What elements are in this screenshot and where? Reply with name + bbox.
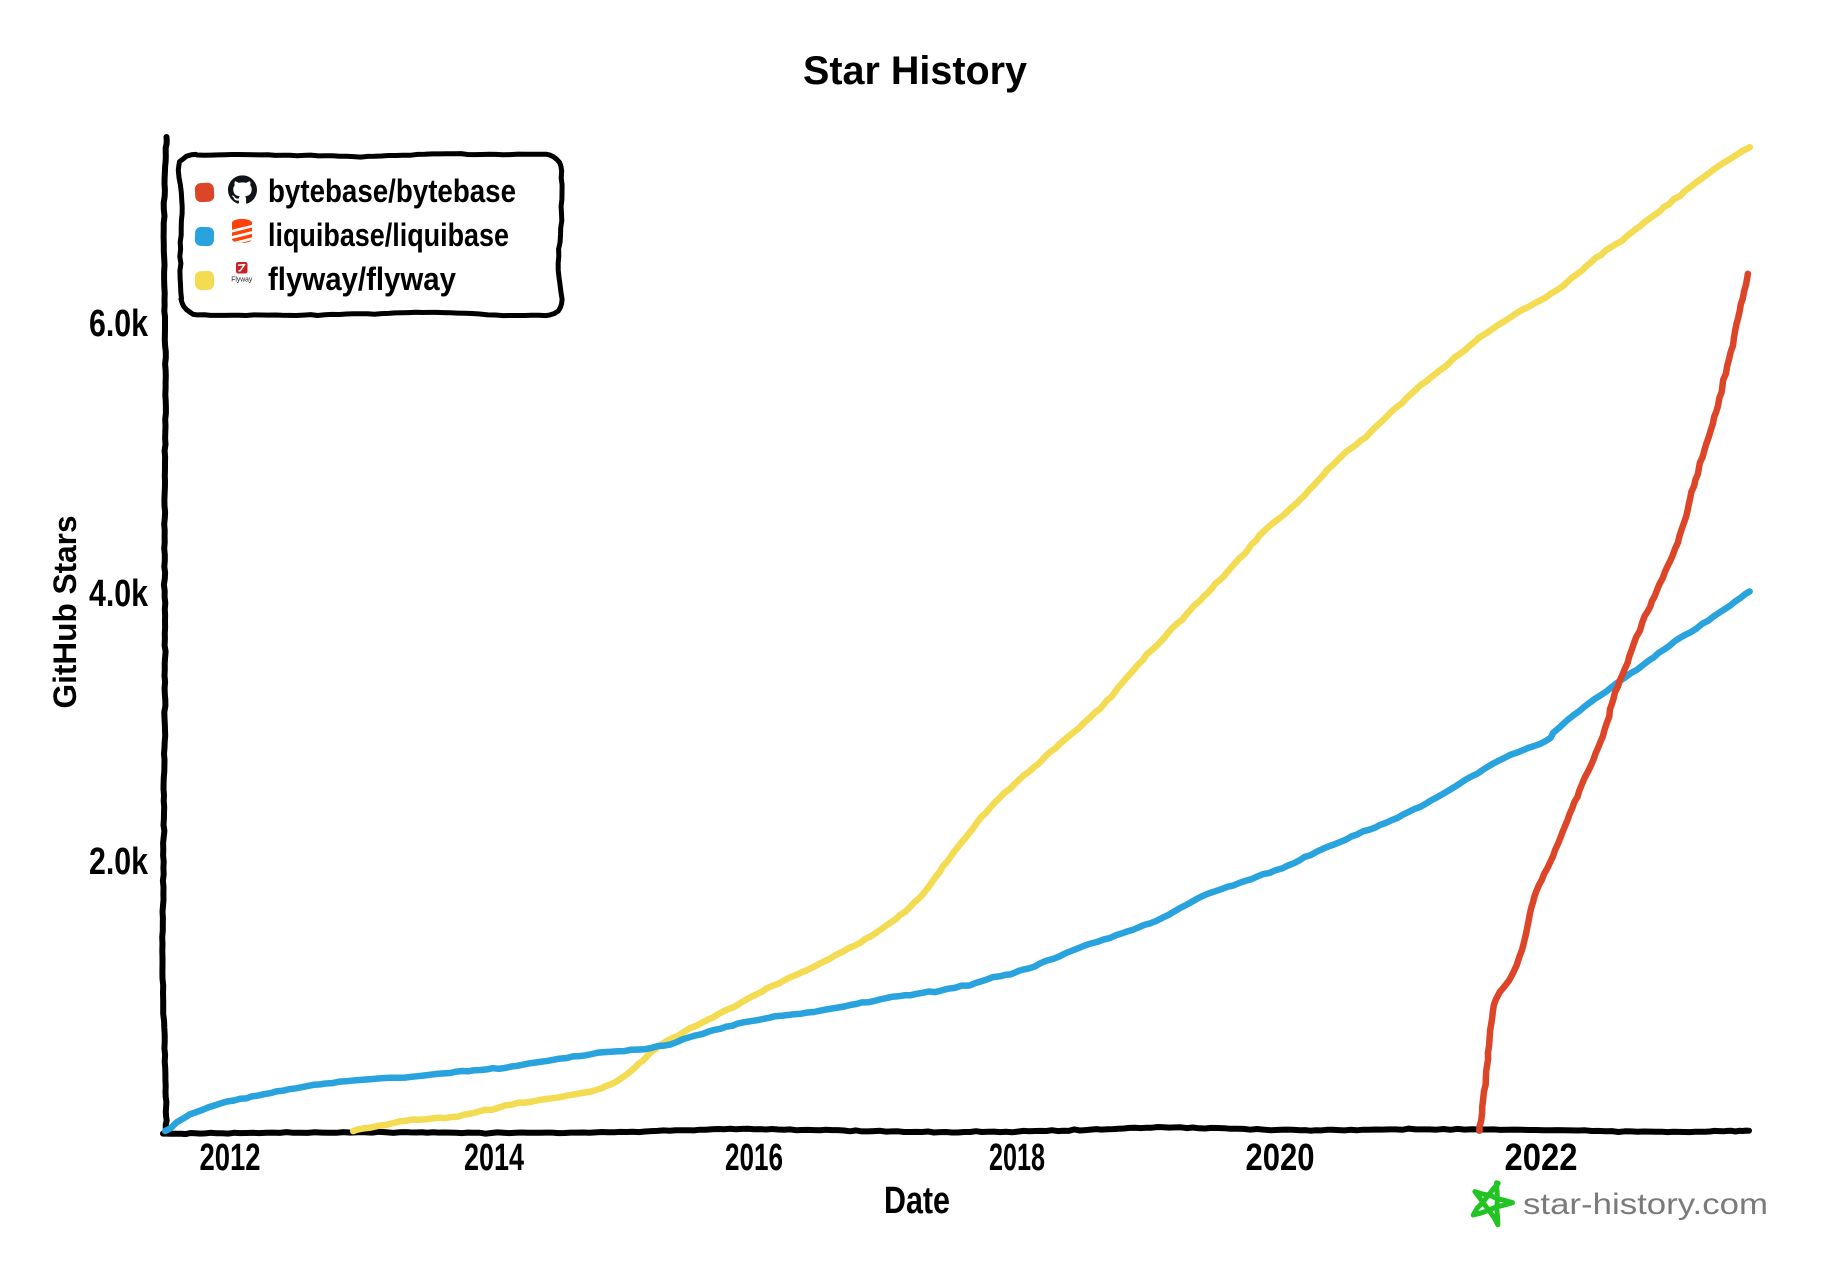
svg-text:Star History: Star History bbox=[803, 49, 1028, 93]
svg-text:flyway/flyway: flyway/flyway bbox=[268, 261, 456, 297]
svg-text:Flyway: Flyway bbox=[231, 277, 252, 284]
svg-text:6.0k: 6.0k bbox=[89, 303, 149, 345]
svg-text:2014: 2014 bbox=[464, 1137, 524, 1179]
svg-text:bytebase/bytebase: bytebase/bytebase bbox=[268, 173, 516, 209]
svg-text:GitHub Stars: GitHub Stars bbox=[47, 516, 83, 709]
svg-text:2020: 2020 bbox=[1246, 1137, 1315, 1179]
svg-text:star-history.com: star-history.com bbox=[1523, 1188, 1768, 1221]
svg-text:liquibase/liquibase: liquibase/liquibase bbox=[268, 217, 509, 253]
svg-text:2018: 2018 bbox=[989, 1137, 1045, 1179]
svg-text:4.0k: 4.0k bbox=[89, 573, 149, 615]
svg-text:2012: 2012 bbox=[200, 1137, 261, 1179]
svg-text:2.0k: 2.0k bbox=[89, 841, 149, 883]
svg-text:2016: 2016 bbox=[725, 1137, 783, 1179]
svg-text:2022: 2022 bbox=[1505, 1137, 1578, 1179]
svg-text:Date: Date bbox=[884, 1180, 950, 1222]
